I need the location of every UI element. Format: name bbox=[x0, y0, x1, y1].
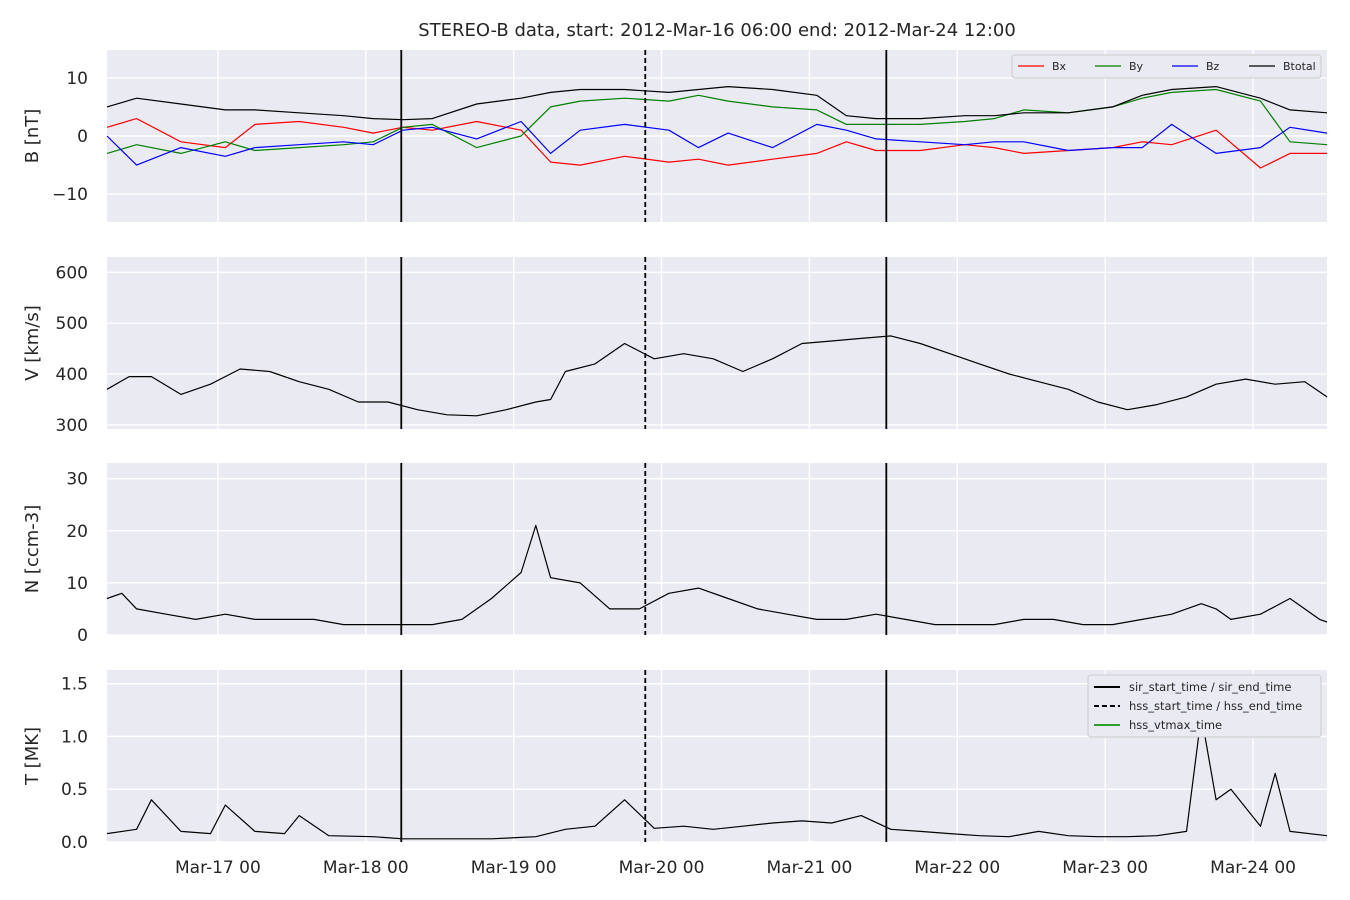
y-tick-label: −10 bbox=[52, 185, 88, 205]
legend: sir_start_time / sir_end_time hss_start_t… bbox=[1087, 674, 1322, 738]
y-axis-label: B [nT] bbox=[22, 109, 43, 164]
series-line-n bbox=[106, 524, 1328, 626]
series-line-bx bbox=[106, 117, 1327, 169]
y-tick-label: 20 bbox=[66, 522, 88, 542]
y-tick-label: 400 bbox=[56, 365, 88, 385]
legend-frame bbox=[1011, 54, 1322, 79]
series-line-btotal bbox=[106, 85, 1328, 121]
y-tick-label: 0.0 bbox=[61, 833, 88, 853]
panel-t: 1.5 1.0 0.5 0.0 T [MK] sir_start_time / sir_e… bbox=[22, 670, 1328, 878]
x-tick-label: Mar-17 00 bbox=[175, 858, 261, 878]
legend-frame bbox=[1087, 674, 1322, 738]
panel-b: 10 0 −10 B [nT] Bx By Bz Btotal bbox=[22, 50, 1328, 222]
legend-label: hss_start_time / hss_end_time bbox=[1129, 699, 1302, 713]
series-line-bz bbox=[106, 120, 1328, 166]
panel-n: 30 20 10 0 N [ccm-3] bbox=[22, 463, 1328, 646]
legend-label: By bbox=[1129, 60, 1144, 73]
y-axis-label: N [ccm-3] bbox=[22, 505, 43, 594]
x-tick-label: Mar-18 00 bbox=[323, 858, 409, 878]
y-axis-label: T [MK] bbox=[22, 727, 43, 786]
y-tick-label: 600 bbox=[56, 263, 88, 283]
series-line-by bbox=[106, 88, 1328, 154]
y-tick-label: 500 bbox=[56, 314, 88, 334]
y-tick-label: 30 bbox=[66, 470, 88, 490]
y-axis-label: V [km/s] bbox=[22, 305, 43, 380]
series-line-t bbox=[106, 714, 1328, 840]
x-tick-label: Mar-22 00 bbox=[914, 858, 1000, 878]
y-tick-label: 1.5 bbox=[61, 675, 88, 695]
legend-label: Bx bbox=[1052, 60, 1067, 73]
y-tick-label: 10 bbox=[66, 574, 88, 594]
x-tick-label: Mar-21 00 bbox=[767, 858, 853, 878]
legend-label: Btotal bbox=[1283, 60, 1316, 73]
y-tick-label: 10 bbox=[66, 69, 88, 89]
legend: Bx By Bz Btotal bbox=[1011, 54, 1322, 79]
panel-v: 600 500 400 300 V [km/s] bbox=[22, 257, 1328, 436]
x-tick-label: Mar-19 00 bbox=[471, 858, 557, 878]
chart-title: STEREO-B data, start: 2012-Mar-16 06:00 … bbox=[418, 20, 1016, 41]
plot-area bbox=[107, 257, 1327, 429]
y-tick-label: 300 bbox=[56, 416, 88, 436]
y-tick-label: 1.0 bbox=[61, 727, 88, 747]
y-tick-label: 0 bbox=[77, 127, 88, 147]
x-tick-label: Mar-23 00 bbox=[1062, 858, 1148, 878]
legend-label: Bz bbox=[1206, 60, 1220, 73]
y-tick-label: 0.5 bbox=[61, 780, 88, 800]
legend-label: sir_start_time / sir_end_time bbox=[1129, 680, 1291, 694]
legend-label: hss_vtmax_time bbox=[1129, 718, 1222, 732]
x-tick-label: Mar-24 00 bbox=[1210, 858, 1296, 878]
series-line-v bbox=[106, 335, 1328, 417]
y-tick-label: 0 bbox=[77, 626, 88, 646]
x-tick-label: Mar-20 00 bbox=[619, 858, 705, 878]
plot-area bbox=[107, 463, 1327, 635]
